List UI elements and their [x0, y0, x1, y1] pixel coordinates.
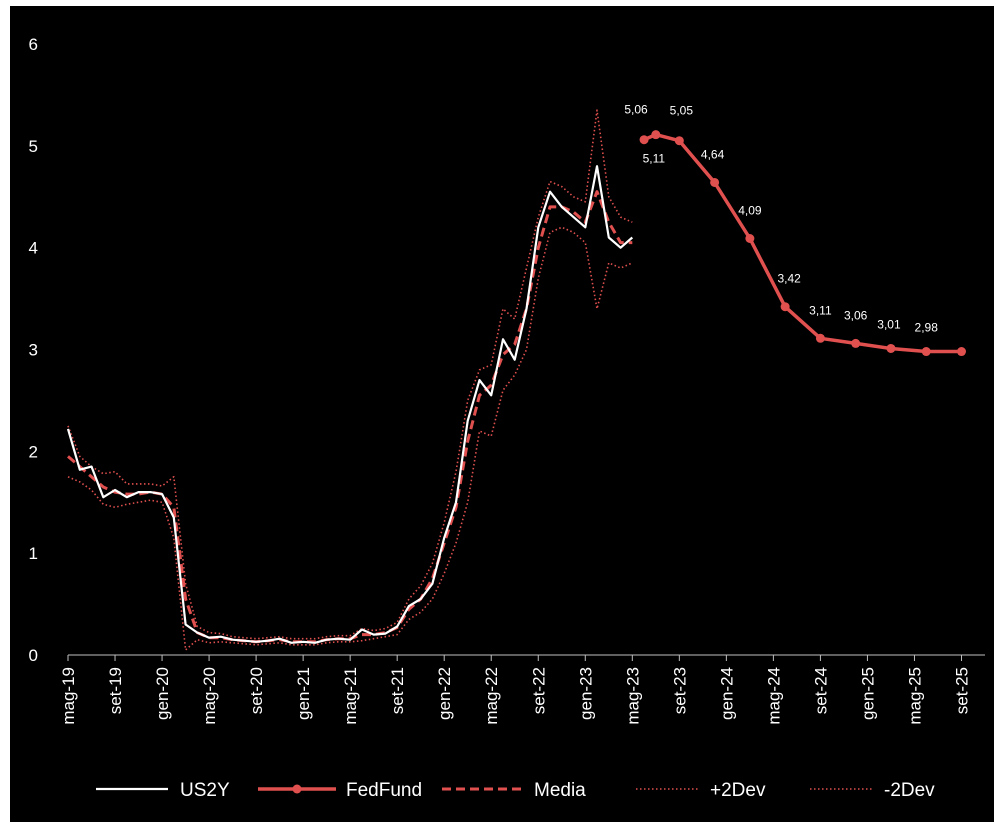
series-line--2dev: [67, 226, 633, 651]
series-line-media: [67, 190, 633, 644]
legend-label: -2Dev: [884, 780, 935, 801]
data-label: 4,09: [738, 204, 762, 218]
fedfund-point: [639, 135, 649, 145]
chart-area: 0 1 2 3 4 5 6 mag-19 set-19 gen-20 mag-20 set-20 ge…: [10, 6, 994, 822]
x-tick-label: gen-24: [717, 667, 736, 720]
fedfund-point: [886, 343, 896, 353]
data-label: 3,42: [777, 272, 801, 286]
x-tick-label: gen-20: [153, 667, 172, 720]
x-tick-label: mag-20: [200, 667, 219, 725]
series-line-fedfund: [643, 132, 962, 354]
fedfund-point: [851, 338, 861, 348]
data-label: 3,06: [844, 308, 868, 322]
y-tick-label: 4: [29, 239, 38, 258]
y-tick-label: 5: [29, 137, 38, 156]
legend: US2Y FedFund Media +2Dev -2Dev: [96, 780, 935, 801]
series-line-us2y: [66, 165, 634, 644]
x-tick-label: gen-22: [435, 667, 454, 720]
y-tick-label: 6: [29, 35, 38, 54]
fedfund-point: [921, 347, 931, 357]
x-axis: mag-19 set-19 gen-20 mag-20 set-20 gen-21 mag-…: [59, 654, 985, 725]
x-tick-label: set-25: [952, 667, 971, 714]
x-tick-label: set-20: [247, 667, 266, 714]
x-tick-label: gen-25: [858, 667, 877, 720]
fedfund-point: [956, 347, 966, 357]
data-label: 2,98: [915, 321, 939, 335]
legend-label: FedFund: [346, 780, 422, 801]
x-tick-label: gen-21: [294, 667, 313, 720]
data-labels: 5,06 5,11 5,05 4,64 4,09 3,42 3,11 3,06 3,01 2,98: [624, 103, 938, 335]
series-line--2dev: [67, 109, 633, 640]
fedfund-point: [780, 302, 790, 312]
x-tick-label: set-22: [529, 667, 548, 714]
series-markers: [639, 130, 966, 357]
data-label: 5,11: [643, 152, 666, 166]
fedfund-point: [815, 333, 825, 343]
y-tick-label: 3: [29, 341, 38, 360]
x-tick-label: set-21: [388, 667, 407, 714]
series-lines: [66, 109, 962, 651]
x-tick-label: mag-24: [764, 667, 783, 725]
x-tick-label: mag-21: [341, 667, 360, 725]
data-label: 4,64: [701, 147, 725, 161]
fedfund-point: [745, 234, 755, 244]
legend-marker: [292, 784, 302, 794]
data-label: 3,11: [809, 303, 832, 317]
x-tick-label: mag-25: [905, 667, 924, 725]
x-tick-label: mag-23: [623, 667, 642, 725]
x-tick-label: mag-22: [482, 667, 501, 725]
data-label: 5,06: [624, 103, 648, 117]
x-tick-label: gen-23: [576, 667, 595, 720]
x-tick-label: set-23: [670, 667, 689, 714]
x-tick-label: mag-19: [59, 667, 78, 725]
legend-label: Media: [534, 780, 586, 801]
fedfund-point: [651, 130, 661, 140]
data-label: 5,05: [670, 104, 694, 118]
y-tick-label: 0: [29, 646, 38, 665]
legend-label: US2Y: [180, 780, 230, 801]
data-label: 3,01: [877, 317, 901, 331]
y-axis: 0 1 2 3 4 5 6: [29, 35, 38, 665]
x-tick-label: set-19: [106, 667, 125, 714]
fedfund-point: [710, 177, 720, 187]
x-tick-label: set-24: [811, 667, 830, 714]
fedfund-point: [674, 136, 684, 146]
line-chart: 0 1 2 3 4 5 6 mag-19 set-19 gen-20 mag-20 set-20 ge…: [29, 35, 985, 801]
y-tick-label: 1: [29, 544, 38, 563]
y-tick-label: 2: [29, 442, 38, 461]
legend-label: +2Dev: [710, 780, 766, 801]
